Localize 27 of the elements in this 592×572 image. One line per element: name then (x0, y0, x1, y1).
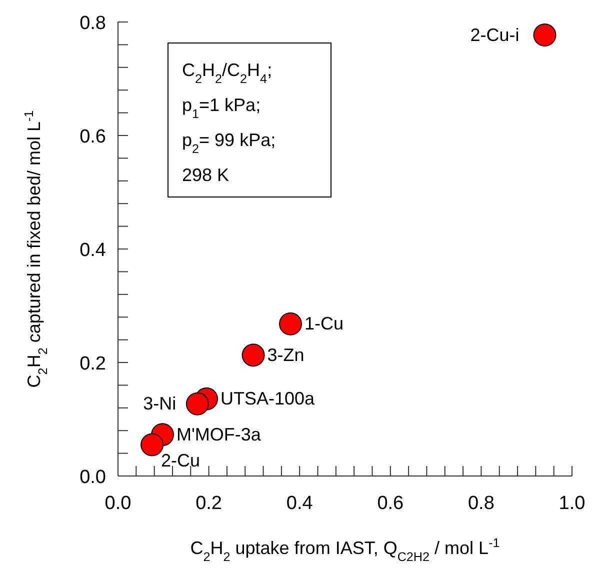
annotation: 3-Zn (267, 344, 304, 365)
x-tick-label: 0.0 (104, 493, 132, 514)
x-axis-title: C$_{2}$H$_{2}$ uptake from IAST, Q$_{C2H2}$ / mol L$^{-1}$ (190, 536, 500, 564)
annotation: UTSA-100a (220, 388, 316, 409)
x-tick-label: 0.8 (468, 493, 494, 514)
annotation: 298 K (182, 165, 230, 185)
point (533, 24, 556, 47)
x-tick-label: 1.0 (558, 493, 586, 514)
x-tick-label: 0.2 (196, 493, 222, 514)
annotation: M'MOF-3a (176, 424, 262, 444)
annotation: 2-Cu-i (470, 24, 520, 45)
annotation: p$_{1}$=1 kPa; (182, 95, 261, 121)
point (279, 312, 302, 336)
annotation: 2-Cu (161, 450, 200, 471)
annotation: 1-Cu (304, 314, 344, 334)
y-tick-label: 0.4 (80, 240, 106, 261)
y-tick-label: 0.2 (80, 354, 106, 374)
point (242, 344, 265, 367)
y-tick-label: 0.8 (80, 13, 106, 34)
x-tick-label: 0.6 (377, 493, 404, 514)
annotation: 3-Ni (143, 394, 176, 414)
point (186, 392, 209, 416)
annotation: p$_{2}$= 99 kPa; (182, 130, 276, 156)
note-box: C$_{2}$H$_{2}$/C$_{2}$H$_{4}$; p$_{1}$=1 kPa; p$_{2}$= 99 kPa; 298 K (168, 42, 332, 198)
x-tick-label: 0.4 (286, 493, 314, 514)
y-tick-label: 0.0 (80, 467, 106, 488)
y-tick-label: 0.6 (80, 126, 106, 148)
